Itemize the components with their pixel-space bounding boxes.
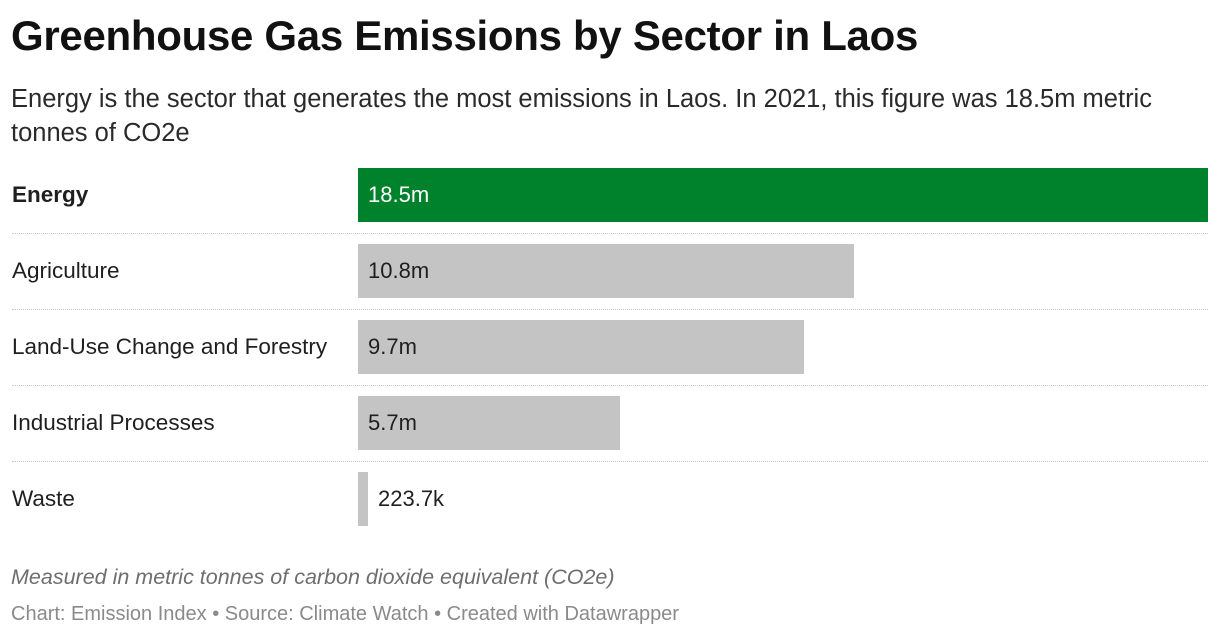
bar-industrial-processes [358,396,620,450]
category-label: Industrial Processes [12,410,215,435]
value-label: 18.5m [368,182,430,207]
category-label: Agriculture [12,258,120,283]
row-separator [12,385,1208,386]
category-label: Land-Use Change and Forestry [12,334,328,359]
category-label: Waste [12,486,75,511]
row-separator [12,309,1208,310]
chart-footer: Chart: Emission Index • Source: Climate … [11,603,679,625]
category-label: Energy [12,182,89,207]
chart-subtitle: Energy is the sector that generates the … [11,85,1152,147]
bar-row-agriculture: Agriculture 10.8m [0,244,1220,298]
bar-row-energy: Energy 18.5m [0,168,1220,222]
bar-row-land-use-change-and-forestry: Land-Use Change and Forestry 9.7m [0,320,1220,374]
chart-title: Greenhouse Gas Emissions by Sector in La… [11,12,919,59]
bar-chart: Energy 18.5m Agriculture 10.8m Land-Use Chan… [0,168,1220,538]
value-label: 9.7m [368,334,417,359]
bar-waste [358,472,368,526]
bar-energy [358,168,1208,222]
value-label: 223.7k [378,486,445,511]
value-label: 5.7m [368,410,417,435]
bar-land-use-change-and-forestry [358,320,804,374]
value-label: 10.8m [368,258,430,283]
bar-agriculture [358,244,854,298]
row-separator [12,233,1208,234]
units-note: Measured in metric tonnes of carbon diox… [11,565,615,589]
bar-row-industrial-processes: Industrial Processes 5.7m [0,396,1220,450]
bar-row-waste: Waste 223.7k [0,472,1220,526]
row-separator [12,461,1208,462]
